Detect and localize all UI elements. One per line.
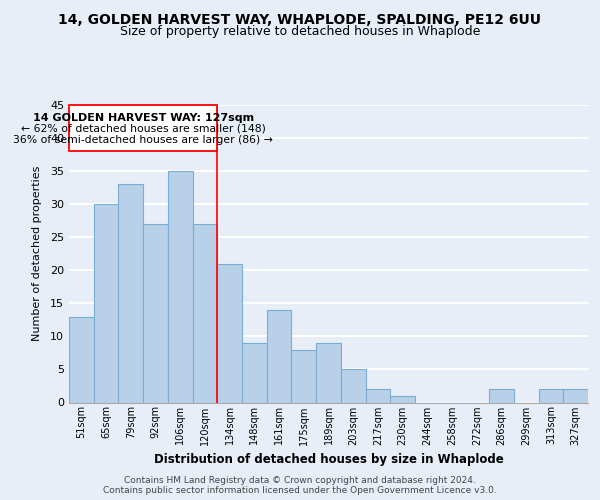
Text: ← 62% of detached houses are smaller (148): ← 62% of detached houses are smaller (14… bbox=[21, 124, 266, 134]
Bar bbox=[193, 224, 217, 402]
Bar bbox=[118, 184, 143, 402]
Text: Contains HM Land Registry data © Crown copyright and database right 2024.: Contains HM Land Registry data © Crown c… bbox=[124, 476, 476, 485]
Bar bbox=[316, 343, 341, 402]
Bar bbox=[168, 171, 193, 402]
Bar bbox=[94, 204, 118, 402]
Bar bbox=[242, 343, 267, 402]
Y-axis label: Number of detached properties: Number of detached properties bbox=[32, 166, 41, 342]
Bar bbox=[365, 390, 390, 402]
Text: Size of property relative to detached houses in Whaplode: Size of property relative to detached ho… bbox=[120, 25, 480, 38]
FancyBboxPatch shape bbox=[69, 105, 217, 152]
Bar bbox=[390, 396, 415, 402]
Bar bbox=[267, 310, 292, 402]
Bar bbox=[292, 350, 316, 403]
Bar bbox=[69, 316, 94, 402]
Bar bbox=[489, 390, 514, 402]
Bar bbox=[341, 370, 365, 402]
Bar bbox=[539, 390, 563, 402]
Bar bbox=[563, 390, 588, 402]
X-axis label: Distribution of detached houses by size in Whaplode: Distribution of detached houses by size … bbox=[154, 453, 503, 466]
Text: 14, GOLDEN HARVEST WAY, WHAPLODE, SPALDING, PE12 6UU: 14, GOLDEN HARVEST WAY, WHAPLODE, SPALDI… bbox=[59, 12, 542, 26]
Text: 14 GOLDEN HARVEST WAY: 127sqm: 14 GOLDEN HARVEST WAY: 127sqm bbox=[32, 113, 254, 123]
Text: Contains public sector information licensed under the Open Government Licence v3: Contains public sector information licen… bbox=[103, 486, 497, 495]
Bar bbox=[217, 264, 242, 402]
Text: 36% of semi-detached houses are larger (86) →: 36% of semi-detached houses are larger (… bbox=[13, 134, 273, 145]
Bar bbox=[143, 224, 168, 402]
